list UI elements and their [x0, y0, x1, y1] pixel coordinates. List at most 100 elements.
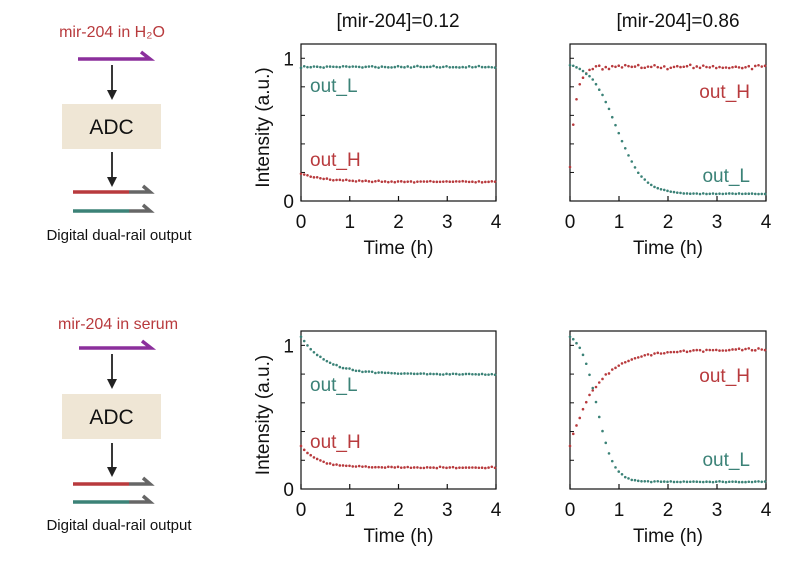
data-point — [441, 180, 445, 183]
data-point — [740, 66, 744, 70]
data-point — [617, 131, 621, 135]
data-point — [675, 480, 679, 484]
data-point — [601, 377, 604, 381]
data-point — [708, 66, 712, 69]
data-point — [477, 373, 481, 376]
data-point — [747, 480, 751, 484]
data-point — [575, 341, 578, 345]
data-point — [458, 66, 461, 69]
plot-frame — [300, 330, 497, 490]
x-tick-label: 3 — [442, 212, 453, 233]
data-point — [727, 66, 731, 70]
data-point — [601, 429, 604, 433]
y-axis-title: Intensity (a.u.) — [253, 355, 274, 475]
data-point — [744, 347, 747, 351]
data-point — [763, 348, 767, 352]
data-point — [636, 63, 640, 67]
data-point — [399, 65, 403, 69]
diagram-h2o: mir-204 in H₂O ADC Digital dual-rail out… — [46, 24, 192, 244]
data-point — [464, 180, 468, 183]
data-point — [763, 192, 767, 196]
data-point — [630, 478, 634, 482]
data-point — [335, 463, 338, 466]
data-point — [607, 452, 611, 455]
data-point — [627, 359, 630, 363]
data-point — [630, 160, 634, 163]
data-point — [348, 65, 351, 69]
data-point — [753, 349, 757, 352]
data-point — [322, 358, 325, 361]
data-point — [656, 65, 660, 69]
data-point — [610, 64, 614, 68]
data-point — [458, 373, 461, 376]
x-tick-label: 3 — [442, 500, 453, 521]
data-point — [578, 82, 582, 86]
data-point — [351, 368, 355, 372]
data-point — [747, 64, 751, 68]
data-point — [698, 480, 702, 484]
data-point — [698, 66, 702, 70]
data-point — [666, 189, 669, 193]
data-point — [429, 372, 432, 376]
data-point — [487, 466, 490, 469]
data-point — [692, 192, 695, 195]
data-point — [328, 361, 332, 365]
adc-label: ADC — [89, 406, 133, 429]
data-point — [429, 466, 432, 469]
data-point — [604, 65, 608, 69]
data-point — [332, 65, 335, 69]
data-point — [698, 348, 702, 352]
data-point — [474, 180, 477, 184]
data-point — [636, 479, 640, 483]
diagram-caption: Digital dual-rail output — [46, 227, 192, 244]
data-point — [724, 349, 728, 352]
data-point — [601, 68, 604, 71]
data-point — [633, 65, 637, 68]
data-point — [399, 372, 403, 375]
data-point — [653, 63, 656, 67]
data-point — [640, 66, 643, 70]
data-point — [627, 154, 630, 157]
data-point — [584, 362, 588, 366]
data-point — [604, 100, 608, 104]
data-point — [416, 466, 419, 469]
y-tick-label: 1 — [283, 49, 294, 70]
dual-rail-output-icon — [73, 476, 155, 504]
data-point — [348, 464, 351, 468]
data-point — [341, 64, 345, 68]
data-point — [731, 348, 734, 351]
data-point — [763, 480, 767, 483]
data-point — [393, 466, 397, 469]
data-point — [607, 107, 611, 111]
data-point — [335, 363, 338, 367]
data-point — [312, 456, 316, 459]
data-point — [393, 180, 397, 184]
data-point — [646, 353, 650, 356]
data-point — [701, 480, 705, 484]
data-point — [380, 371, 384, 374]
data-point — [399, 466, 403, 469]
data-point — [604, 373, 608, 376]
data-point — [445, 65, 448, 68]
data-point — [435, 65, 439, 69]
series-out-h — [299, 172, 497, 184]
adc-label: ADC — [89, 116, 133, 139]
data-point — [594, 82, 598, 86]
data-point — [354, 369, 358, 373]
data-point — [367, 65, 371, 68]
data-point — [364, 465, 367, 468]
data-point — [724, 480, 728, 484]
data-point — [377, 66, 380, 69]
data-point — [757, 192, 760, 196]
data-point — [387, 371, 390, 375]
data-point — [332, 463, 335, 467]
data-point — [591, 389, 595, 392]
data-point — [718, 480, 721, 483]
x-tick-label: 1 — [344, 500, 355, 521]
data-point — [484, 65, 487, 69]
data-point — [685, 480, 689, 484]
data-point — [348, 179, 351, 182]
data-point — [750, 192, 754, 195]
data-point — [406, 180, 410, 183]
